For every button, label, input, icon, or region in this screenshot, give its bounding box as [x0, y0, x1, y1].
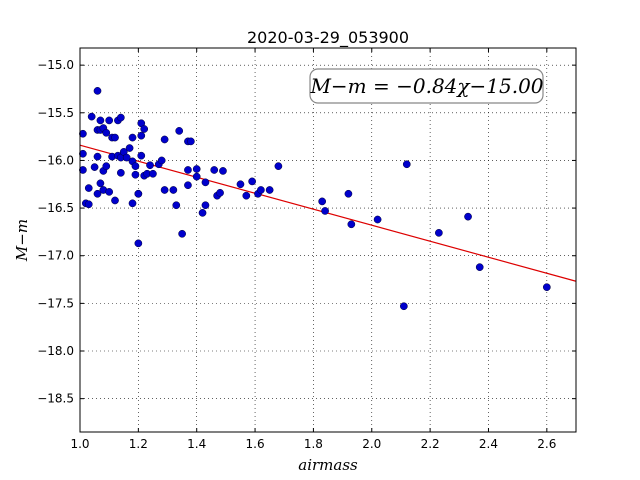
x-tick-label: 1.6 [246, 437, 265, 451]
data-point [140, 125, 149, 133]
data-point [400, 302, 408, 311]
data-point [102, 128, 111, 137]
data-point [216, 188, 224, 197]
x-tick-label: 1.8 [304, 437, 323, 451]
data-point [79, 149, 87, 158]
data-point [146, 161, 154, 170]
data-point [160, 135, 169, 144]
data-point [134, 239, 143, 248]
data-point [137, 131, 146, 140]
data-point [131, 162, 140, 171]
data-point [475, 263, 484, 272]
data-point [169, 186, 178, 194]
data-point [102, 162, 111, 171]
data-point [128, 133, 137, 142]
data-point [93, 87, 102, 95]
data-point [116, 113, 125, 122]
data-point [435, 229, 443, 237]
y-tick-label: −17.5 [37, 296, 74, 310]
data-point [96, 116, 105, 125]
x-tick-label: 2.2 [421, 437, 440, 451]
x-tick-labels: 1.0 1.2 1.4 1.6 1.8 2.0 2.2 2.4 2.6 [70, 437, 556, 451]
y-tick-label: −16.5 [37, 201, 74, 215]
data-point [79, 129, 87, 138]
data-point [347, 220, 356, 229]
data-point [128, 199, 137, 208]
y-tick-label: −15.5 [37, 106, 74, 120]
data-point [210, 166, 219, 174]
data-point [172, 201, 181, 210]
data-points [79, 87, 551, 311]
data-point [149, 169, 157, 178]
data-point [542, 283, 551, 292]
data-point [84, 184, 93, 192]
y-tick-label: −15.0 [37, 58, 74, 72]
data-point [192, 172, 201, 181]
data-point [93, 152, 102, 161]
fit-equation-label: M−m = −0.84χ−15.00 [309, 74, 543, 98]
y-axis-label: M−m [13, 219, 31, 262]
x-tick-label: 1.0 [70, 437, 89, 451]
data-point [318, 197, 327, 206]
data-point [116, 168, 125, 177]
data-point [201, 178, 210, 187]
data-point [134, 189, 143, 198]
data-point [84, 200, 93, 209]
data-point [122, 153, 131, 162]
chart-title: 2020-03-29_053900 [247, 28, 409, 48]
x-tick-label: 2.0 [362, 437, 381, 451]
data-point [198, 208, 207, 217]
data-point [236, 180, 245, 189]
y-tick-label: −16.0 [37, 153, 74, 167]
x-tick-label: 2.6 [537, 437, 556, 451]
data-point [184, 181, 192, 190]
data-point [321, 207, 329, 215]
data-point [157, 156, 166, 165]
y-tick-label: −18.5 [37, 392, 74, 406]
data-point [192, 165, 201, 173]
data-point [248, 177, 256, 186]
plot-area [79, 47, 577, 433]
data-point [178, 229, 186, 238]
data-point [274, 162, 283, 171]
y-tick-label: −17.0 [37, 249, 74, 263]
data-point [242, 191, 251, 200]
data-point [464, 212, 472, 221]
y-tick-labels: −15.0 −15.5 −16.0 −16.5 −17.0 −17.5 −18.0 −18.5 [37, 58, 74, 405]
data-point [373, 215, 382, 224]
data-point [184, 166, 192, 174]
y-tick-label: −18.0 [37, 344, 74, 358]
data-point [344, 189, 353, 198]
x-tick-label: 1.4 [187, 437, 206, 451]
data-point [125, 144, 134, 152]
data-point [137, 151, 146, 160]
data-point [90, 163, 99, 171]
data-point [402, 160, 411, 169]
data-point [257, 186, 265, 194]
data-point [87, 112, 96, 121]
data-point [93, 189, 102, 198]
data-point [105, 188, 114, 196]
data-point [111, 196, 119, 205]
grid-lines [79, 48, 576, 432]
x-axis-label: airmass [298, 456, 358, 474]
data-point [160, 186, 169, 194]
data-point [105, 116, 114, 125]
data-point [79, 166, 87, 174]
data-point [131, 170, 140, 179]
data-point [96, 179, 105, 188]
x-tick-label: 1.2 [129, 437, 148, 451]
fit-equation-frame [309, 68, 544, 104]
fit-equation-box: M−m = −0.84χ−15.00 [309, 68, 544, 104]
data-point [265, 186, 274, 194]
plot-background [80, 48, 576, 432]
plot-frame [79, 47, 577, 433]
data-point [187, 137, 195, 146]
data-point [111, 133, 119, 142]
data-point [219, 167, 227, 175]
x-tick-label: 2.4 [479, 437, 498, 451]
data-point [175, 127, 184, 135]
data-point [201, 201, 210, 210]
